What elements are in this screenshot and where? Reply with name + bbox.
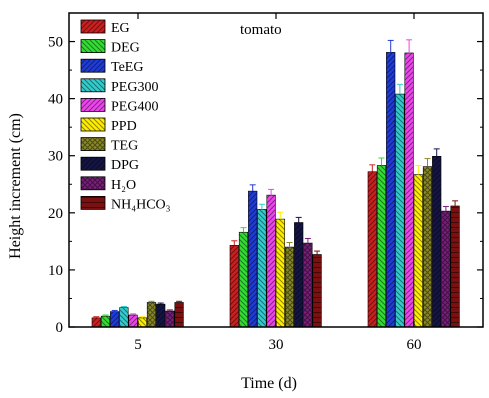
bar-30-8: [303, 242, 313, 328]
bar-5-6: [146, 302, 157, 328]
bar-60-9: [450, 205, 460, 328]
bar-5-1: [100, 315, 111, 328]
bar-60-8: [441, 210, 451, 328]
legend-swatch-7: [80, 156, 106, 171]
legend-label-8: H₂O: [111, 178, 136, 193]
legend-label-0: EG: [111, 21, 130, 36]
legend-swatch-1: [80, 39, 106, 53]
legend-label-4: PEG400: [111, 99, 158, 114]
legend-swatch-2: [80, 58, 106, 73]
bar-5-2: [110, 311, 120, 328]
bar-60-1: [376, 165, 387, 328]
legend: EG DEG TeEG PEG300 PEG400 PPD TEG DPG H₂O NH₄HCO₃: [80, 19, 171, 212]
legend-label-9: NH₄HCO₃: [111, 197, 171, 212]
legend-swatch-3: [80, 78, 106, 93]
bar-30-7: [294, 222, 304, 328]
bar-60-5: [413, 174, 423, 328]
bar-30-3: [257, 209, 267, 328]
legend-label-6: TEG: [111, 139, 138, 154]
legend-swatch-9: [80, 195, 106, 210]
bar-60-4: [404, 52, 414, 328]
legend-swatch-4: [80, 98, 106, 112]
y-tick-label-0: 0: [56, 320, 64, 336]
y-tick-label-50: 50: [48, 35, 63, 51]
x-tick-label-30: 30: [269, 337, 284, 353]
x-tick-label-60: 60: [407, 337, 422, 353]
chart-annotation: tomato: [240, 22, 282, 38]
bar-60-7: [432, 156, 442, 328]
legend-label-2: TeEG: [111, 60, 143, 75]
bar-30-9: [312, 254, 322, 328]
bar-5-8: [165, 310, 175, 328]
x-axis-title: Time (d): [241, 375, 297, 392]
bar-5-3: [119, 307, 129, 328]
legend-label-7: DPG: [111, 158, 139, 173]
y-tick-label-40: 40: [48, 92, 63, 108]
x-tick-label-5: 5: [134, 337, 142, 353]
bar-30-0: [229, 245, 239, 328]
axis-layer: 0 10 20 30 40 50 5 30 60: [48, 13, 483, 353]
legend-swatch-5: [80, 117, 106, 132]
y-axis-title: Height increment (cm): [7, 113, 24, 259]
legend-swatch-8: [80, 176, 106, 191]
bar-60-3: [395, 93, 405, 328]
legend-swatch-6: [80, 137, 106, 152]
error-bars-layer: [93, 39, 459, 318]
y-tick-label-20: 20: [48, 206, 63, 222]
y-tick-label-10: 10: [48, 263, 63, 279]
bar-30-4: [266, 194, 276, 328]
legend-label-5: PPD: [111, 119, 137, 134]
bar-30-5: [275, 218, 285, 328]
bar-5-5: [137, 317, 147, 328]
bar-5-0: [91, 317, 101, 328]
bar-30-6: [284, 246, 295, 328]
y-tick-label-30: 30: [48, 149, 63, 165]
bar-5-9: [174, 302, 184, 328]
bar-60-6: [422, 166, 433, 328]
bar-30-1: [238, 231, 249, 328]
bar-30-2: [248, 190, 258, 328]
bar-60-2: [386, 52, 396, 328]
legend-label-1: DEG: [111, 41, 140, 56]
legend-label-3: PEG300: [111, 80, 158, 95]
legend-swatch-0: [80, 19, 106, 34]
bar-5-7: [156, 303, 166, 328]
bar-5-4: [128, 314, 138, 328]
bar-60-0: [367, 171, 377, 328]
